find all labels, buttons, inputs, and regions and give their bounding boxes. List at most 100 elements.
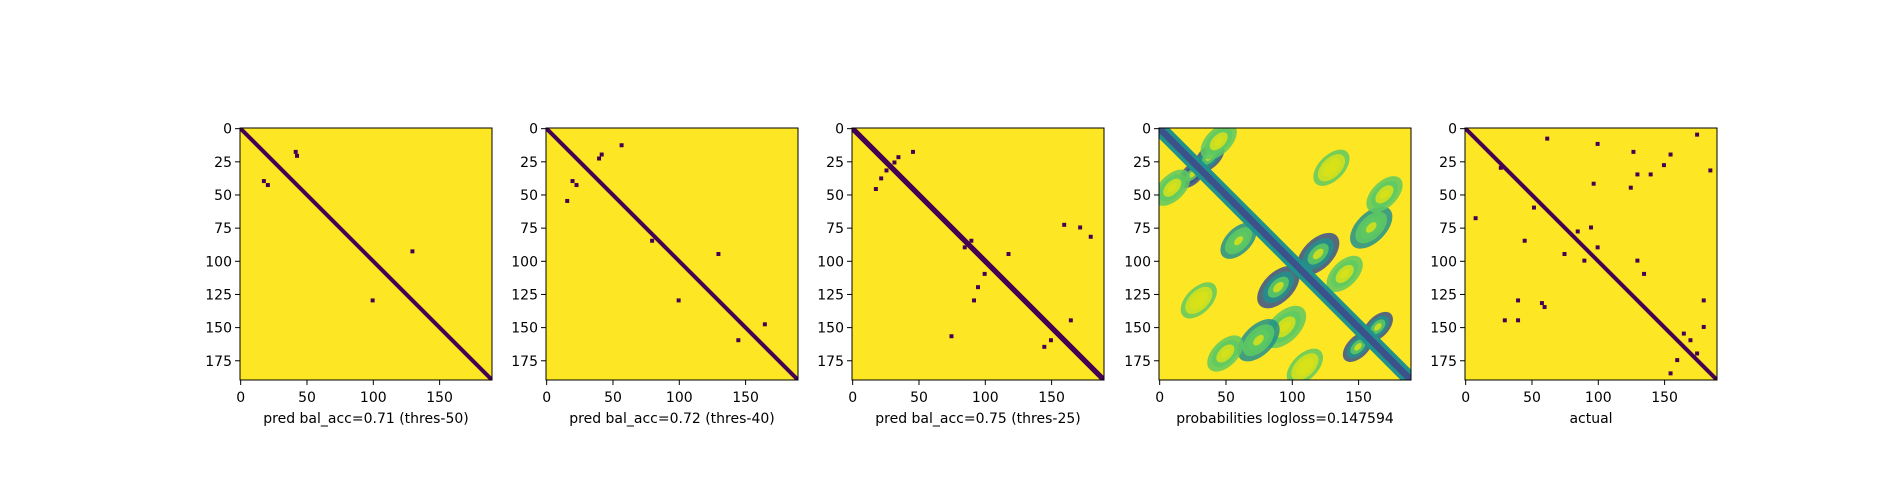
contact-cell — [762, 322, 767, 327]
contact-cell — [1539, 301, 1544, 306]
contact-cell — [676, 298, 681, 303]
contact-cell — [1473, 216, 1478, 221]
contact-cell — [1498, 165, 1503, 170]
probability-blob — [1365, 222, 1377, 233]
contact-cell — [1661, 163, 1666, 168]
probability-blob — [1354, 343, 1362, 351]
heatmap-panel-5: 0 25 50 75 100 125 150 175 0 50 100 150 actual — [1430, 122, 1718, 427]
contact-cell — [265, 183, 270, 188]
probability-blob — [1220, 348, 1230, 359]
diagonal-band — [1465, 128, 1717, 380]
y-tick-label: 0 — [1142, 122, 1151, 138]
y-tick-label: 0 — [529, 122, 538, 138]
contact-cell — [1668, 152, 1673, 157]
probability-blob — [1273, 281, 1284, 293]
contact-cell — [574, 183, 579, 188]
contact-cell — [650, 238, 655, 243]
x-tick-label: 0 — [848, 390, 857, 406]
y-tick-label: 75 — [214, 221, 232, 237]
heatmap-frame — [851, 127, 1105, 381]
contact-cell — [1635, 258, 1640, 263]
heatmap-frame — [239, 127, 493, 381]
contact-cell — [1545, 136, 1550, 141]
contact-cell — [1695, 132, 1700, 137]
contact-cell — [370, 298, 375, 303]
heatmap-cells — [1465, 128, 1717, 380]
y-tick-label: 75 — [1133, 221, 1151, 237]
heatmap-panel-2: 0 25 50 75 100 125 150 175 0 50 100 150 pred bal_acc… — [511, 122, 799, 427]
x-tick-label: 100 — [666, 390, 693, 406]
contact-cell — [982, 271, 987, 276]
probability-blob — [1253, 334, 1264, 346]
probability-blob — [1167, 183, 1177, 193]
x-tick-label: 50 — [1523, 390, 1541, 406]
heatmap-frame — [545, 127, 799, 381]
diagonal-band — [546, 128, 798, 380]
contact-cell — [1668, 371, 1673, 376]
contact-cell — [949, 334, 954, 339]
x-tick-label: 50 — [604, 390, 622, 406]
y-tick-label: 125 — [511, 287, 538, 303]
contact-cell — [261, 179, 266, 184]
contact-cell — [962, 245, 967, 250]
panel-caption: probabilities logloss=0.147594 — [1176, 411, 1394, 427]
x-tick-label: 0 — [1461, 390, 1470, 406]
y-tick-label: 175 — [1124, 354, 1151, 370]
x-tick-label: 150 — [1345, 390, 1372, 406]
y-tick-label: 100 — [511, 254, 538, 270]
probability-blob — [1279, 321, 1291, 333]
y-tick-label: 100 — [1430, 254, 1457, 270]
contact-cell — [736, 338, 741, 343]
contact-cell — [1522, 238, 1527, 243]
y-tick-label: 100 — [817, 254, 844, 270]
x-tick-label: 50 — [298, 390, 316, 406]
diagonal-band — [852, 128, 1104, 380]
contact-cell — [1635, 172, 1640, 177]
contact-cell — [1708, 168, 1713, 173]
x-tick-label: 100 — [360, 390, 387, 406]
x-tick-label: 100 — [972, 390, 999, 406]
panel-caption: pred bal_acc=0.75 (thres-25) — [875, 411, 1080, 427]
heatmap-panel-3: 0 25 50 75 100 125 150 175 0 50 100 150 pred bal_acc… — [817, 122, 1105, 427]
contact-cell — [1628, 185, 1633, 190]
contact-cell — [565, 198, 570, 203]
x-tick-label: 50 — [1217, 390, 1235, 406]
contact-cell — [1701, 324, 1706, 329]
x-tick-label: 100 — [1585, 390, 1612, 406]
x-tick-label: 150 — [426, 390, 453, 406]
heatmap-panel-1: 0 25 50 75 100 125 150 175 0 50 100 150 pred bal_acc… — [205, 122, 493, 427]
probability-blob — [1214, 136, 1224, 146]
contact-cell — [1516, 318, 1521, 323]
contact-cell — [1088, 234, 1093, 239]
contact-cell — [1078, 225, 1083, 230]
y-tick-label: 125 — [1430, 287, 1457, 303]
y-tick-label: 25 — [520, 155, 538, 171]
diagonal-band — [240, 128, 492, 380]
contact-cell — [1595, 245, 1600, 250]
x-tick-label: 0 — [542, 390, 551, 406]
contact-cell — [1068, 318, 1073, 323]
contact-cell — [1542, 305, 1547, 310]
contact-cell — [892, 160, 897, 165]
y-tick-label: 150 — [1430, 321, 1457, 337]
contact-cell — [1006, 252, 1011, 256]
y-tick-label: 0 — [223, 122, 232, 138]
y-tick-label: 25 — [826, 155, 844, 171]
contact-cell — [716, 252, 721, 256]
panel-caption: pred bal_acc=0.72 (thres-40) — [569, 411, 774, 427]
x-tick-label: 150 — [732, 390, 759, 406]
contact-cell — [410, 249, 415, 254]
contact-cell — [597, 156, 602, 161]
y-tick-label: 175 — [511, 354, 538, 370]
probability-blob — [1379, 189, 1390, 199]
contact-cell — [884, 168, 889, 173]
probability-blob — [1300, 362, 1310, 372]
contact-cell — [1502, 318, 1507, 323]
heatmap-cells — [852, 128, 1104, 380]
probability-blob — [1340, 269, 1350, 279]
y-tick-label: 100 — [1124, 254, 1151, 270]
contact-cell — [1701, 298, 1706, 303]
contact-cell — [1688, 338, 1693, 343]
contact-cell — [896, 155, 901, 160]
